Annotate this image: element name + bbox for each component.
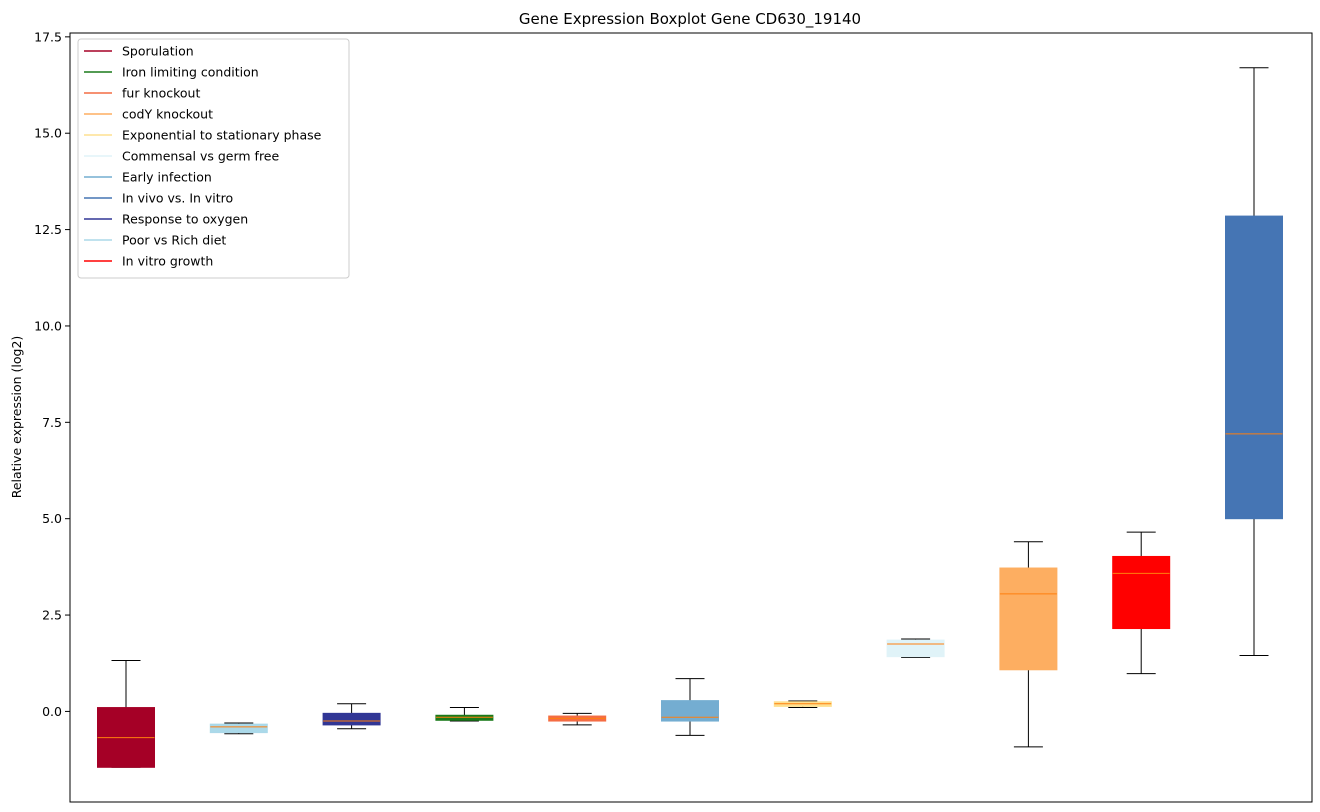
box-9 [999,541,1058,748]
box-10 [1112,531,1171,675]
legend-label: In vivo vs. In vitro [122,191,233,206]
y-tick-label: 17.5 [34,29,62,44]
legend: Sporulation Iron limiting condition fur kn… [77,38,350,279]
box-body [886,639,945,658]
legend-label: In vitro growth [122,254,213,269]
legend-label: codY knockout [122,107,213,122]
legend-label: Sporulation [122,44,194,59]
box-body [209,723,268,734]
plot-area-frame [69,32,1313,803]
legend-label: Early infection [122,170,212,185]
y-tick-label: 5.0 [42,511,62,526]
box-2 [209,722,268,735]
box-body [435,714,494,721]
y-tick-label: 2.5 [42,608,62,623]
box-6 [661,678,719,736]
legend-label: Poor vs Rich diet [122,233,226,248]
legend-frame [77,38,350,279]
y-tick-label: 7.5 [42,415,62,430]
box-body [1112,555,1171,630]
y-tick-label: 0.0 [42,704,62,719]
box-body [999,567,1058,671]
y-tick-label: 12.5 [34,222,62,237]
box-11 [1225,67,1283,657]
box-5 [548,712,607,726]
box-body [1225,215,1283,520]
legend-label: Iron limiting condition [122,65,259,80]
legend-label: Response to oxygen [122,212,248,227]
y-tick-label: 15.0 [34,126,62,141]
box-body [661,700,719,722]
box-7 [773,700,832,709]
box-8 [886,638,945,658]
box-3 [322,703,381,730]
box-1 [97,660,155,768]
chart-title: Gene Expression Boxplot Gene CD630_19140 [519,10,861,29]
box-group [97,67,1283,768]
box-4 [435,707,494,722]
y-axis-ticks: 0.0 2.5 5.0 7.5 10.0 12.5 15.0 17.5 [34,29,70,719]
y-tick-label: 10.0 [34,318,62,333]
legend-label: Commensal vs germ free [122,149,279,164]
box-body [322,712,381,726]
legend-label: Exponential to stationary phase [122,128,322,143]
y-axis-label: Relative expression (log2) [9,336,24,499]
legend-label: fur knockout [122,86,200,101]
